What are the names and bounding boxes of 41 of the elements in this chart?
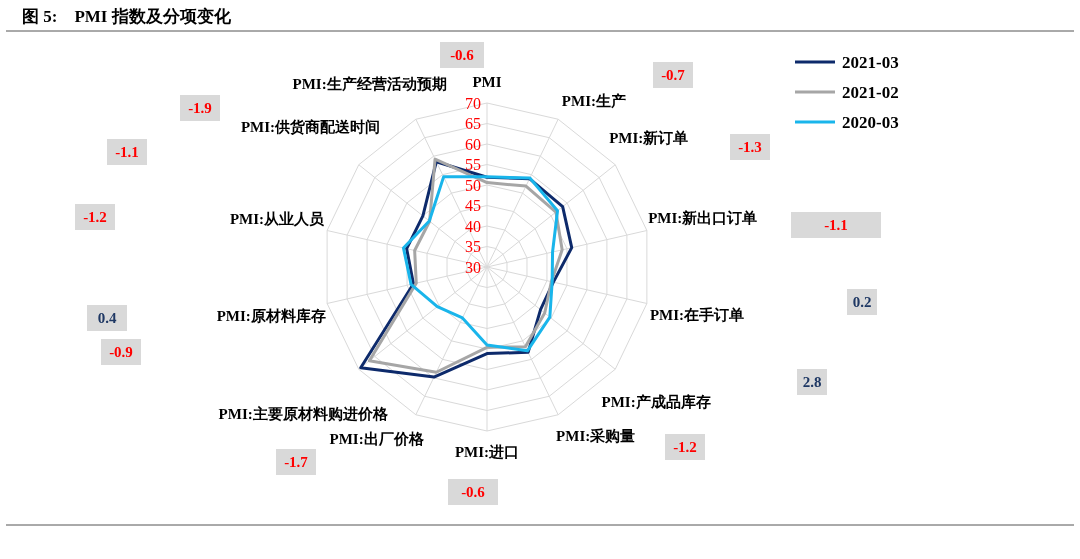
spoke-label: PMI:供货商配送时间 — [240, 117, 381, 135]
legend-label: 2021-02 — [842, 83, 899, 102]
text: 0.2 — [852, 294, 872, 310]
text: -0.9 — [109, 344, 133, 360]
text: -1.3 — [738, 139, 762, 155]
y-tick-label: 45 — [465, 197, 481, 215]
text: -1.2 — [83, 209, 107, 225]
y-tick-label: 30 — [465, 258, 481, 276]
legend-label: 2021-03 — [842, 53, 899, 72]
y-tick-label: 55 — [465, 156, 481, 174]
y-tick-label: 50 — [465, 176, 481, 194]
y-tick-label: 35 — [465, 238, 481, 256]
spoke-label: PMI:进口 — [454, 444, 520, 461]
chart-title: 图 5: PMI 指数及分项变化 — [22, 7, 232, 26]
spoke-label: PMI:在手订单 — [649, 307, 745, 324]
text: -0.6 — [461, 484, 486, 500]
text: -1.7 — [284, 454, 309, 470]
text: 2.8 — [802, 374, 822, 390]
spoke-label: PMI:出厂价格 — [329, 431, 425, 448]
text: -1.1 — [824, 217, 848, 233]
spoke-label: PMI:新出口订单 — [648, 209, 758, 227]
spoke-label: PMI:采购量 — [556, 428, 636, 445]
text: -1.1 — [115, 144, 139, 160]
spoke-label: PMI:产成品库存 — [601, 393, 711, 411]
y-tick-label: 60 — [465, 135, 481, 153]
text: 0.4 — [97, 310, 117, 326]
legend-label: 2020-03 — [842, 113, 899, 132]
text: -1.2 — [673, 439, 697, 455]
text: -0.7 — [661, 67, 686, 83]
spoke-label: PMI — [472, 74, 502, 91]
y-tick-label: 65 — [465, 115, 481, 133]
y-tick-label: 70 — [465, 94, 481, 112]
spoke-label: PMI:生产经营活动预期 — [292, 76, 447, 93]
spoke-label: PMI:生产 — [561, 92, 626, 109]
y-tick-label: 40 — [465, 217, 481, 235]
spoke-label: PMI:从业人员 — [229, 211, 326, 228]
spoke-label: PMI:主要原材料购进价格 — [218, 404, 389, 422]
spoke-label: PMI:原材料库存 — [216, 307, 326, 325]
text: -0.6 — [450, 47, 475, 63]
spoke-label: PMI:新订单 — [609, 129, 689, 147]
text: -1.9 — [188, 100, 212, 116]
